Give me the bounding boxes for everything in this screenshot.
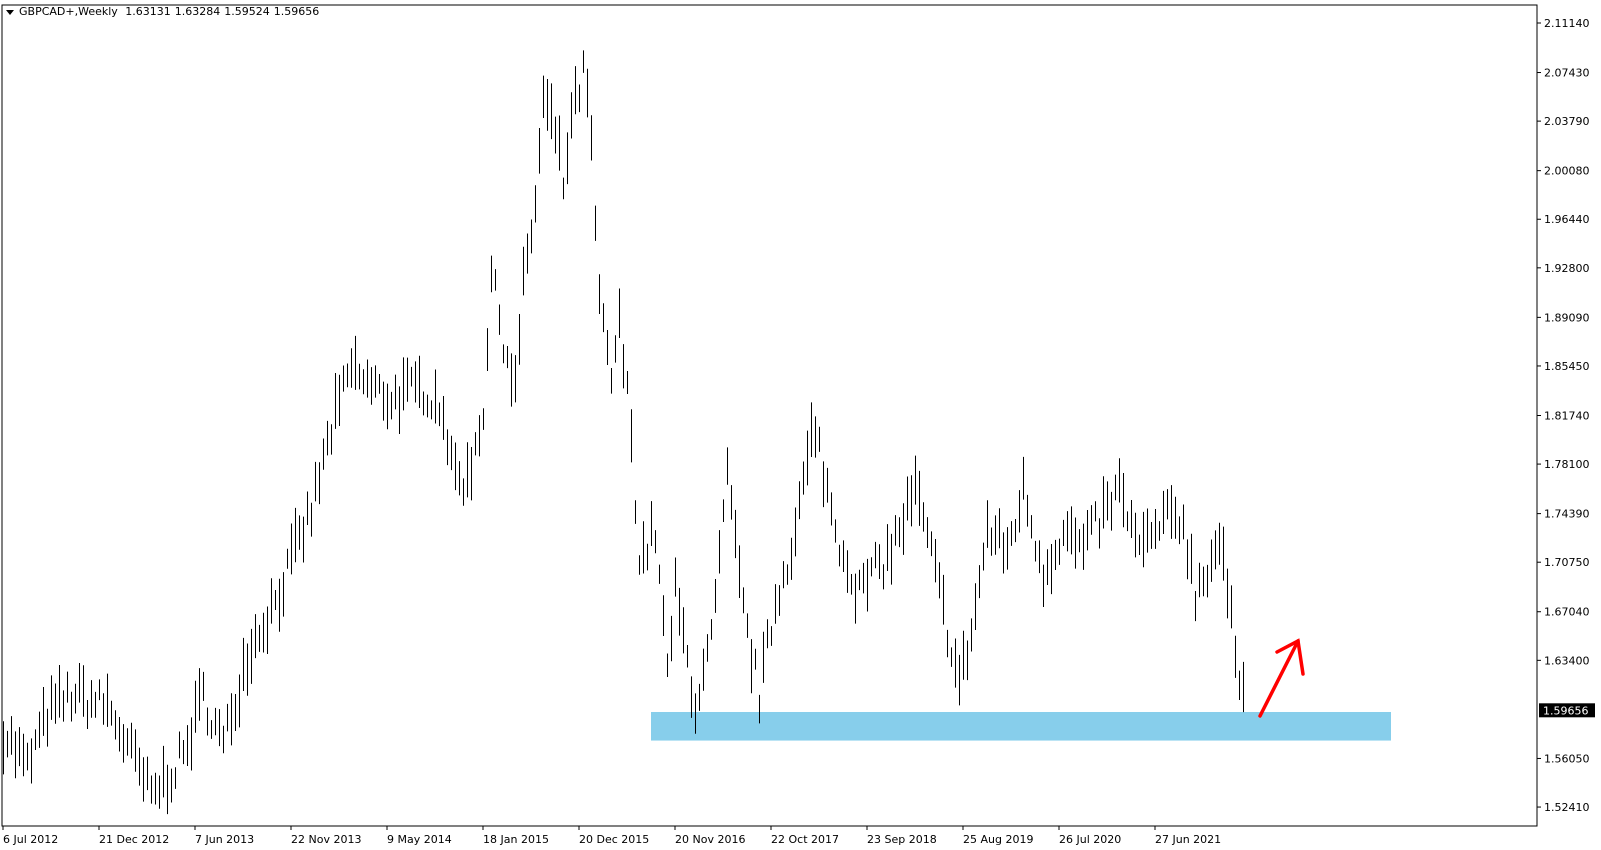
arrow-shaft (1258, 639, 1300, 718)
time-tick-label: 9 May 2014 (387, 833, 452, 846)
price-tick-label: 1.70750 (1544, 556, 1590, 569)
time-tick-label: 25 Aug 2019 (963, 833, 1033, 846)
price-tick-label: 1.96440 (1544, 213, 1590, 226)
price-tick-label: 2.00080 (1544, 165, 1590, 178)
ohlc-low: 1.59524 (224, 5, 270, 18)
price-tick-label: 1.67040 (1544, 606, 1590, 619)
support-zone-rect (651, 711, 1391, 741)
price-tick-label: 2.07430 (1544, 67, 1590, 80)
dropdown-triangle-icon[interactable] (6, 9, 14, 15)
support-zone[interactable] (651, 711, 1391, 741)
time-tick-label: 20 Nov 2016 (675, 833, 745, 846)
ohlc-open: 1.63131 (125, 5, 171, 18)
plot-frame (1, 4, 1538, 827)
current-price-label: 1.59656 (1543, 704, 1589, 717)
time-tick-label: 23 Sep 2018 (867, 833, 937, 846)
price-bars (3, 50, 1244, 815)
price-tick-label: 1.63400 (1544, 654, 1590, 667)
time-tick-label: 27 Jun 2021 (1155, 833, 1221, 846)
price-tick-label: 1.78100 (1544, 458, 1590, 471)
price-axis: 2.11140 2.07430 2.03790 2.00080 1.96440 1.928… (1536, 5, 1595, 826)
time-tick-label: 21 Dec 2012 (99, 833, 169, 846)
price-tick-label: 1.92800 (1544, 262, 1590, 275)
arrow-head-icon (1275, 638, 1305, 676)
time-tick-label: 6 Jul 2012 (3, 833, 58, 846)
price-tick-label: 1.81740 (1544, 409, 1590, 422)
time-axis: 6 Jul 2012 21 Dec 2012 7 Jun 2013 22 Nov 20… (2, 826, 1221, 846)
current-price-box (1539, 703, 1595, 718)
price-tick-label: 1.56050 (1544, 752, 1590, 765)
ohlc-close: 1.59656 (273, 5, 320, 18)
price-tick-label: 1.85450 (1544, 360, 1590, 373)
time-tick-label: 22 Oct 2017 (771, 833, 839, 846)
time-tick-label: 18 Jan 2015 (483, 833, 549, 846)
price-tick-label: 2.03790 (1544, 115, 1590, 128)
up-arrow-annotation[interactable] (1258, 638, 1305, 718)
price-tick-label: 2.11140 (1544, 17, 1590, 30)
price-tick-label: 1.52410 (1544, 801, 1590, 814)
time-tick-label: 26 Jul 2020 (1059, 833, 1121, 846)
symbol-timeframe: GBPCAD+,Weekly (19, 5, 118, 18)
price-tick-label: 1.74390 (1544, 508, 1590, 521)
time-tick-label: 7 Jun 2013 (195, 833, 254, 846)
ohlc-high: 1.63284 (174, 5, 221, 18)
time-tick-label: 22 Nov 2013 (291, 833, 361, 846)
price-tick-label: 1.89090 (1544, 311, 1590, 324)
time-tick-label: 20 Dec 2015 (579, 833, 649, 846)
chart-header: GBPCAD+,Weekly 1.63131 1.63284 1.59524 1.59… (6, 5, 323, 18)
